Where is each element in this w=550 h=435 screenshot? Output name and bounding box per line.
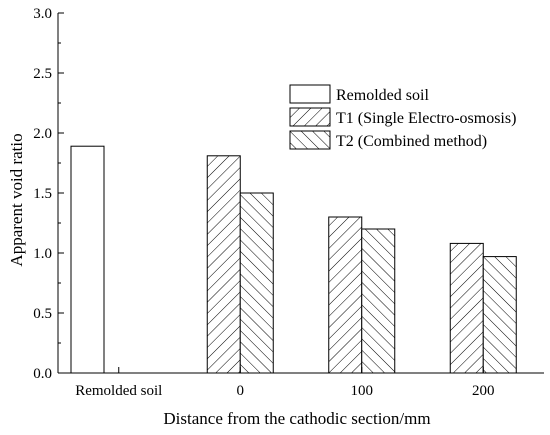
x-tick-label: 0 xyxy=(237,383,245,399)
x-axis-title: Distance from the cathodic section/mm xyxy=(163,409,430,428)
bar-t2 xyxy=(361,228,396,374)
legend-swatch xyxy=(289,130,331,150)
y-axis-title: Apparent void ratio xyxy=(7,133,26,266)
legend-label: T2 (Combined method) xyxy=(336,133,487,150)
bar-t2 xyxy=(239,192,274,374)
y-tick-label: 3.0 xyxy=(33,6,52,22)
y-tick-label: 0.5 xyxy=(33,306,52,322)
bar-t1 xyxy=(449,242,484,374)
bar-t2 xyxy=(482,256,517,374)
bar-t1 xyxy=(328,216,363,374)
legend-swatch xyxy=(289,84,331,104)
legend-label: T1 (Single Electro-osmosis) xyxy=(336,110,516,127)
legend-label: Remolded soil xyxy=(336,87,429,104)
legend-swatch xyxy=(289,107,331,127)
x-axis: Remolded soil 0 100 200 xyxy=(75,367,495,399)
y-tick-label: 0.0 xyxy=(33,366,52,382)
y-tick-label: 1.0 xyxy=(33,246,52,262)
y-axis: 0.0 0.5 1.0 1.5 2.0 2.5 3.0 xyxy=(33,6,64,382)
y-tick-label: 2.0 xyxy=(33,126,52,142)
x-tick-label: Remolded soil xyxy=(75,383,162,399)
bars-group xyxy=(70,145,517,374)
bar-remolded xyxy=(70,145,105,374)
x-tick-label: 200 xyxy=(472,383,495,399)
y-tick-label: 1.5 xyxy=(33,186,52,202)
bar-t1 xyxy=(206,155,241,374)
y-tick-label: 2.5 xyxy=(33,66,52,82)
legend: Remolded soil T1 (Single Electro-osmosis)… xyxy=(289,84,516,150)
x-tick-label: 100 xyxy=(351,383,374,399)
